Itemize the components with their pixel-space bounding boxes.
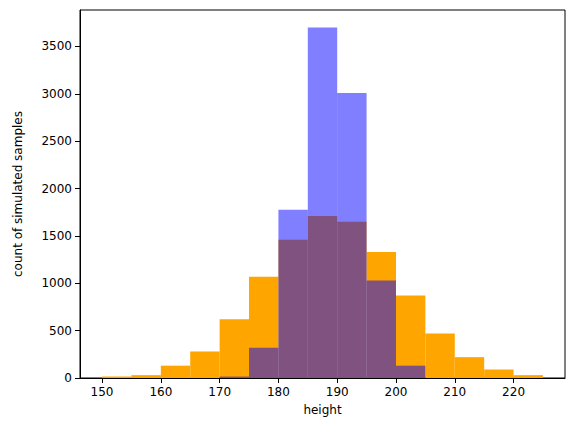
svg-text:170: 170 [208, 385, 231, 399]
svg-text:180: 180 [267, 385, 290, 399]
svg-text:1000: 1000 [41, 276, 72, 290]
svg-text:200: 200 [385, 385, 408, 399]
svg-text:2000: 2000 [41, 182, 72, 196]
svg-text:height: height [303, 403, 342, 417]
svg-text:160: 160 [149, 385, 172, 399]
svg-text:count of simulated samples: count of simulated samples [11, 111, 25, 277]
svg-text:190: 190 [326, 385, 349, 399]
svg-text:3000: 3000 [41, 87, 72, 101]
svg-text:500: 500 [49, 324, 72, 338]
svg-text:0: 0 [64, 371, 72, 385]
svg-text:210: 210 [443, 385, 466, 399]
svg-text:2500: 2500 [41, 134, 72, 148]
svg-text:1500: 1500 [41, 229, 72, 243]
svg-text:150: 150 [91, 385, 114, 399]
svg-text:220: 220 [502, 385, 525, 399]
svg-text:3500: 3500 [41, 39, 72, 53]
